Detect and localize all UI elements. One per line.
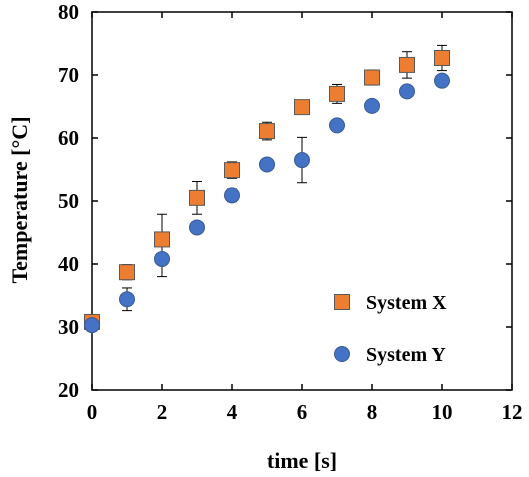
x-axis-title: time [s] [267,448,337,473]
data-markers [84,49,450,334]
system-y-point [434,72,450,89]
system-y-point [399,83,415,100]
error-bars [87,44,447,328]
system-y-point [154,250,170,267]
y-tick-label: 80 [58,0,79,24]
system-x-point [294,99,310,116]
legend: System X System Y [334,292,447,366]
y-tick-label: 60 [58,126,79,150]
system-y-point [294,152,310,169]
y-tick-label: 50 [58,189,79,213]
x-tick-label: 4 [227,400,238,424]
legend-label-system-x: System X [366,292,447,314]
system-x-point [189,189,205,206]
system-x-point [364,69,380,86]
system-y-point [259,156,275,173]
system-x-point [329,85,345,102]
system-x-point [259,123,275,140]
x-tick-label: 12 [502,400,523,424]
axes: 0 2 4 6 8 10 12 20 30 40 50 60 70 80 [58,0,523,424]
system-y-point [224,187,240,204]
legend-marker-system-x [334,294,350,310]
x-tick-label: 0 [87,400,98,424]
x-tick-label: 10 [432,400,453,424]
y-tick-label: 20 [58,378,79,402]
system-x-point [434,49,450,66]
system-x-point [154,231,170,248]
x-tick-label: 8 [367,400,378,424]
y-tick-label: 40 [58,252,79,276]
legend-label-system-y: System Y [366,344,446,366]
x-tick-label: 2 [157,400,168,424]
y-tick-label: 70 [58,63,79,87]
x-tick-label: 6 [297,400,308,424]
system-y-point [329,117,345,134]
system-y-point [364,97,380,114]
y-axis-title: Temperature [°C] [7,116,32,283]
legend-marker-system-y [334,346,350,362]
plot-frame [91,11,513,391]
system-x-point [119,264,135,281]
y-tick-label: 30 [58,315,79,339]
system-y-point [84,317,100,334]
system-y-point [189,219,205,236]
system-y-point [119,291,135,308]
system-x-point [399,56,415,73]
system-x-point [224,162,240,179]
